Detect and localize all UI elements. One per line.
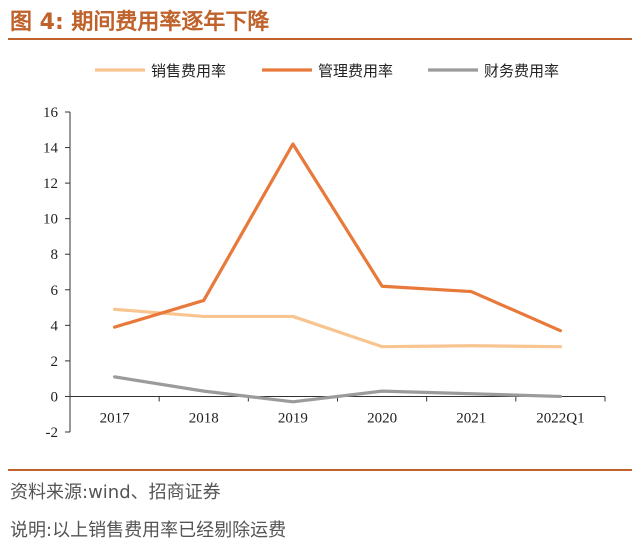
x-tick-label: 2019 xyxy=(278,410,308,426)
footer-divider xyxy=(8,469,632,471)
y-tick-label: 12 xyxy=(43,176,58,192)
series-line-2 xyxy=(112,142,563,333)
y-tick-label: 6 xyxy=(51,283,59,299)
x-tick-label: 2017 xyxy=(100,410,131,426)
y-tick-label: 16 xyxy=(43,105,59,121)
series-group xyxy=(112,142,563,404)
note-text: 说明:以上销售费用率已经剔除运费 xyxy=(10,520,287,541)
axes: 16 14 12 10 8 6 4 2 0 -2 2017 2018 2019 2020 2021 2022Q… xyxy=(43,105,606,441)
y-tick-label: 2 xyxy=(51,354,59,370)
y-tick-label: 4 xyxy=(51,318,59,334)
legend: 销售费用率 管理费用率 财务费用率 xyxy=(95,62,559,80)
title-divider xyxy=(8,38,632,40)
x-tick-label: 2020 xyxy=(367,410,397,426)
series-line-1 xyxy=(112,307,563,349)
y-tick-label: 8 xyxy=(51,247,59,263)
figure-title: 图 4: 期间费用率逐年下降 xyxy=(10,10,270,35)
source-text: 资料来源:wind、招商证券 xyxy=(10,482,221,503)
series-line-3 xyxy=(112,375,563,404)
line-chart: 销售费用率 管理费用率 财务费用率 16 14 12 10 8 6 4 2 0 -2 2017 2018 2… xyxy=(43,62,606,441)
y-tick-label: -2 xyxy=(46,425,59,441)
y-tick-label: 14 xyxy=(43,141,59,157)
x-tick-label: 2022Q1 xyxy=(536,410,584,426)
x-tick-label: 2021 xyxy=(456,410,486,426)
x-tick-label: 2018 xyxy=(189,410,219,426)
legend-label-3: 财务费用率 xyxy=(484,62,559,80)
y-tick-label: 10 xyxy=(43,212,58,228)
y-tick-label: 0 xyxy=(51,389,59,405)
legend-label-2: 管理费用率 xyxy=(318,62,393,80)
legend-label-1: 销售费用率 xyxy=(151,62,226,80)
